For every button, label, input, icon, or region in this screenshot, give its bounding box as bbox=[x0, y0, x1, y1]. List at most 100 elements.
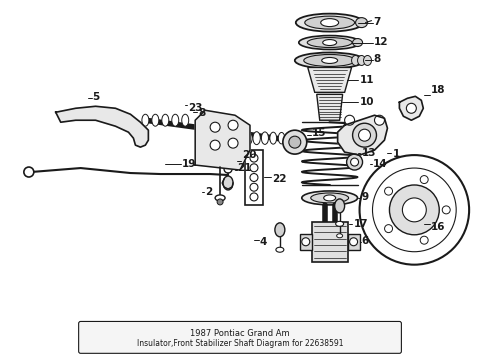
Ellipse shape bbox=[299, 36, 361, 50]
Text: 22: 22 bbox=[272, 174, 286, 184]
Polygon shape bbox=[56, 106, 148, 147]
Text: 15: 15 bbox=[312, 128, 326, 138]
Text: 18: 18 bbox=[431, 85, 446, 95]
Text: 5: 5 bbox=[93, 92, 100, 102]
Polygon shape bbox=[347, 234, 360, 250]
Text: 21: 21 bbox=[237, 163, 251, 173]
Text: 11: 11 bbox=[360, 75, 374, 85]
Ellipse shape bbox=[304, 54, 356, 67]
Circle shape bbox=[228, 120, 238, 130]
Ellipse shape bbox=[162, 114, 169, 126]
Ellipse shape bbox=[253, 132, 260, 145]
Ellipse shape bbox=[321, 19, 339, 27]
Ellipse shape bbox=[245, 131, 252, 145]
Circle shape bbox=[210, 140, 220, 150]
Ellipse shape bbox=[364, 55, 371, 66]
Text: 1987 Pontiac Grand Am: 1987 Pontiac Grand Am bbox=[190, 329, 290, 338]
Circle shape bbox=[353, 123, 376, 147]
Ellipse shape bbox=[287, 133, 293, 144]
Ellipse shape bbox=[296, 14, 364, 32]
Circle shape bbox=[289, 136, 301, 148]
Polygon shape bbox=[317, 94, 343, 120]
Text: 16: 16 bbox=[431, 222, 446, 232]
Circle shape bbox=[250, 164, 258, 172]
FancyBboxPatch shape bbox=[78, 321, 401, 353]
Text: 14: 14 bbox=[372, 159, 387, 169]
Circle shape bbox=[250, 183, 258, 191]
Ellipse shape bbox=[336, 221, 343, 226]
Circle shape bbox=[385, 225, 392, 233]
Circle shape bbox=[250, 193, 258, 201]
Ellipse shape bbox=[335, 199, 344, 213]
Circle shape bbox=[283, 130, 307, 154]
Circle shape bbox=[217, 199, 223, 205]
Circle shape bbox=[302, 238, 310, 246]
Polygon shape bbox=[338, 115, 388, 155]
Ellipse shape bbox=[352, 55, 360, 66]
Ellipse shape bbox=[324, 195, 336, 201]
Ellipse shape bbox=[311, 193, 348, 203]
Ellipse shape bbox=[302, 191, 358, 205]
Ellipse shape bbox=[261, 132, 269, 144]
Ellipse shape bbox=[270, 132, 277, 144]
Circle shape bbox=[359, 129, 370, 141]
Polygon shape bbox=[399, 96, 423, 120]
Ellipse shape bbox=[356, 18, 368, 28]
Polygon shape bbox=[195, 110, 250, 170]
Circle shape bbox=[224, 165, 232, 173]
Text: 10: 10 bbox=[360, 97, 374, 107]
Polygon shape bbox=[308, 67, 352, 92]
Ellipse shape bbox=[215, 195, 225, 201]
Ellipse shape bbox=[295, 53, 365, 68]
Circle shape bbox=[250, 174, 258, 181]
Circle shape bbox=[250, 154, 258, 162]
Ellipse shape bbox=[307, 37, 352, 48]
Ellipse shape bbox=[152, 114, 159, 126]
Text: 9: 9 bbox=[362, 192, 368, 202]
Text: 17: 17 bbox=[354, 219, 368, 229]
Ellipse shape bbox=[223, 176, 233, 190]
Circle shape bbox=[372, 168, 456, 252]
Circle shape bbox=[442, 206, 450, 214]
Circle shape bbox=[385, 187, 392, 195]
Text: 13: 13 bbox=[362, 148, 376, 158]
Ellipse shape bbox=[305, 16, 355, 29]
Ellipse shape bbox=[172, 114, 179, 126]
Circle shape bbox=[346, 154, 363, 170]
Bar bbox=[245, 150, 263, 205]
Circle shape bbox=[420, 176, 428, 184]
Text: 8: 8 bbox=[198, 108, 205, 118]
Circle shape bbox=[344, 115, 355, 125]
Ellipse shape bbox=[353, 39, 363, 46]
Text: 7: 7 bbox=[373, 17, 381, 27]
Circle shape bbox=[24, 167, 34, 177]
Ellipse shape bbox=[276, 247, 284, 252]
Circle shape bbox=[360, 155, 469, 265]
Text: 2: 2 bbox=[205, 187, 212, 197]
Bar bbox=[325, 233, 335, 240]
Circle shape bbox=[349, 238, 358, 246]
Ellipse shape bbox=[236, 131, 244, 145]
Circle shape bbox=[420, 236, 428, 244]
Circle shape bbox=[350, 158, 359, 166]
Circle shape bbox=[390, 185, 439, 235]
Ellipse shape bbox=[358, 55, 366, 66]
Text: 20: 20 bbox=[242, 150, 256, 160]
Text: 19: 19 bbox=[182, 159, 196, 169]
Circle shape bbox=[228, 138, 238, 148]
Text: 4: 4 bbox=[260, 237, 268, 247]
Ellipse shape bbox=[182, 114, 189, 126]
Polygon shape bbox=[312, 222, 347, 262]
Text: 23: 23 bbox=[188, 103, 203, 113]
Ellipse shape bbox=[142, 114, 149, 126]
Ellipse shape bbox=[337, 234, 343, 238]
Ellipse shape bbox=[322, 58, 338, 63]
Polygon shape bbox=[300, 234, 312, 250]
Circle shape bbox=[406, 103, 416, 113]
Ellipse shape bbox=[323, 40, 337, 45]
Circle shape bbox=[374, 115, 385, 125]
Text: 6: 6 bbox=[362, 236, 369, 246]
Ellipse shape bbox=[278, 132, 285, 144]
Text: 8: 8 bbox=[373, 54, 381, 64]
Circle shape bbox=[402, 198, 426, 222]
